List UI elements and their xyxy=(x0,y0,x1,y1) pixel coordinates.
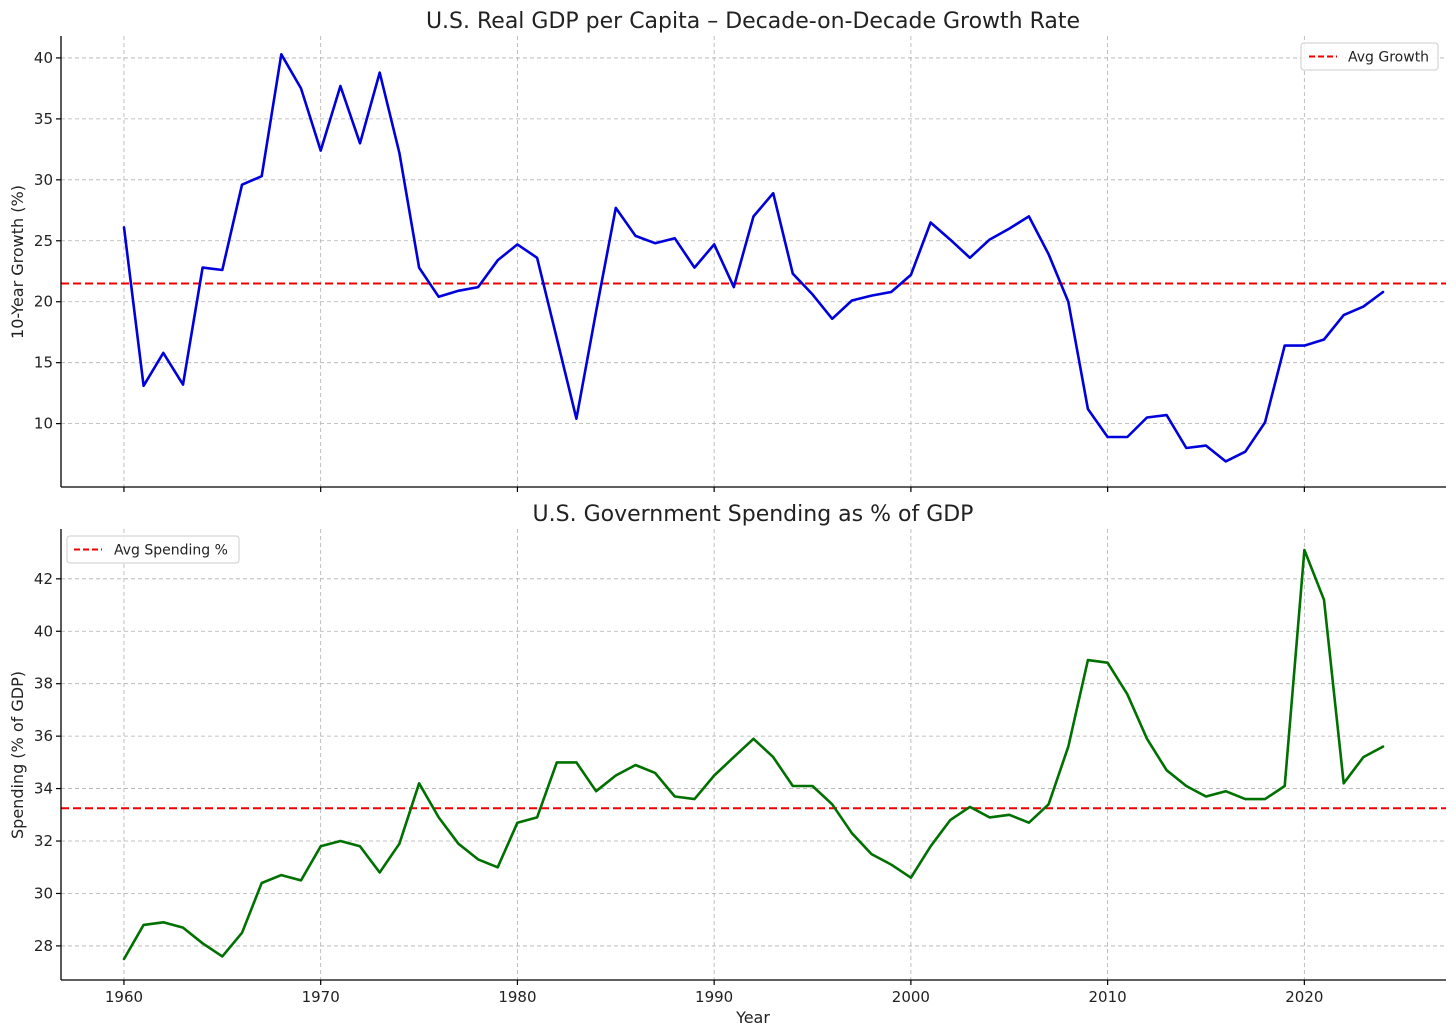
spending-y-tick-label: 40 xyxy=(34,622,53,640)
growth-grid xyxy=(61,36,1446,487)
spending-y-tick-label: 36 xyxy=(34,727,53,745)
spending-legend: Avg Spending % xyxy=(66,535,240,564)
spending-chart-title: U.S. Government Spending as % of GDP xyxy=(533,502,974,527)
spending-x-tick-label: 2020 xyxy=(1285,988,1323,1006)
growth-y-ticks: 10 15 20 25 30 35 40 xyxy=(34,49,61,433)
spending-y-tick-label: 38 xyxy=(34,675,53,693)
spending-axes xyxy=(60,529,1446,981)
spending-x-ticks: 1960 1970 1980 1990 2000 2010 2020 xyxy=(105,980,1323,1006)
spending-legend-box xyxy=(66,535,240,564)
growth-x-ticks xyxy=(123,487,1305,492)
spending-y-tick-label: 42 xyxy=(34,570,53,588)
spending-y-tick-label: 34 xyxy=(34,780,53,798)
spending-y-tick-label: 28 xyxy=(34,937,53,955)
growth-legend: Avg Growth xyxy=(1300,42,1439,71)
growth-axes xyxy=(60,36,1446,488)
growth-series-line xyxy=(122,52,1385,463)
growth-y-tick-label: 40 xyxy=(34,49,53,67)
spending-x-tick-label: 1970 xyxy=(302,988,340,1006)
growth-y-tick-label: 20 xyxy=(34,293,53,311)
growth-chart-title: U.S. Real GDP per Capita – Decade-on-Dec… xyxy=(426,9,1080,34)
spending-legend-label: Avg Spending % xyxy=(114,543,228,559)
spending-y-ticks: 28 30 32 34 36 38 40 42 xyxy=(34,570,61,955)
spending-x-axis-label: Year xyxy=(735,1008,770,1027)
spending-x-tick-label: 2010 xyxy=(1089,988,1127,1006)
spending-x-tick-label: 1990 xyxy=(695,988,733,1006)
growth-y-tick-label: 30 xyxy=(34,171,53,189)
growth-y-tick-label: 25 xyxy=(34,232,53,250)
growth-y-tick-label: 15 xyxy=(34,354,53,372)
growth-y-tick-label: 35 xyxy=(34,110,53,128)
spending-grid xyxy=(61,529,1446,980)
spending-y-tick-label: 32 xyxy=(34,832,53,850)
growth-series-layer xyxy=(122,52,1385,463)
spending-x-tick-label: 1980 xyxy=(498,988,536,1006)
growth-y-tick-label: 10 xyxy=(34,415,53,433)
spending-y-axis-label: Spending (% of GDP) xyxy=(8,671,27,839)
spending-x-tick-label: 1960 xyxy=(105,988,143,1006)
growth-legend-box xyxy=(1300,42,1439,71)
growth-y-axis-label: 10-Year Growth (%) xyxy=(8,185,27,339)
spending-series-layer xyxy=(122,548,1385,961)
spending-series-line xyxy=(122,548,1385,961)
spending-y-tick-label: 30 xyxy=(34,884,53,902)
spending-x-tick-label: 2000 xyxy=(892,988,930,1006)
growth-chart-panel: U.S. Real GDP per Capita – Decade-on-Dec… xyxy=(8,9,1446,492)
growth-legend-label: Avg Growth xyxy=(1348,50,1429,66)
spending-chart-panel: U.S. Government Spending as % of GDP 196… xyxy=(8,502,1446,1027)
